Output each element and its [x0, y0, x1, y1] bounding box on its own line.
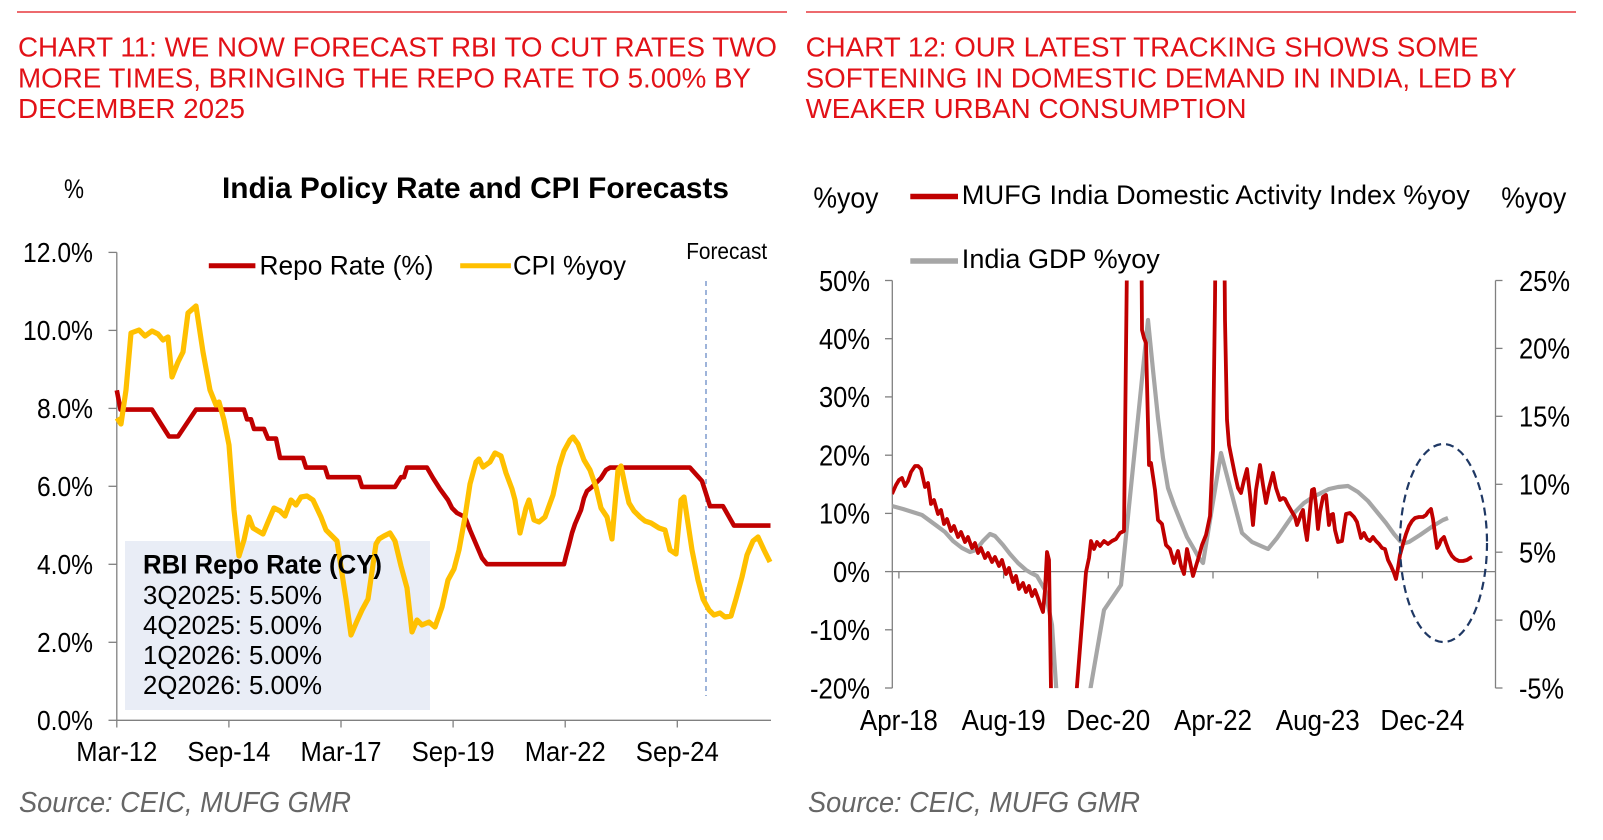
- svg-text:30%: 30%: [819, 382, 870, 414]
- svg-text:Aug-19: Aug-19: [962, 705, 1046, 737]
- svg-text:5%: 5%: [1519, 538, 1556, 570]
- svg-text:10.0%: 10.0%: [23, 315, 93, 346]
- svg-text:Sep-24: Sep-24: [636, 736, 719, 767]
- svg-text:Sep-19: Sep-19: [412, 736, 495, 767]
- svg-text:Dec-24: Dec-24: [1380, 705, 1464, 737]
- svg-text:WEAKER URBAN CONSUMPTION: WEAKER URBAN CONSUMPTION: [806, 93, 1247, 124]
- svg-text:Aug-23: Aug-23: [1276, 705, 1360, 737]
- svg-text:SOFTENING IN DOMESTIC DEMAND I: SOFTENING IN DOMESTIC DEMAND IN INDIA, L…: [806, 62, 1517, 93]
- svg-text:DECEMBER 2025: DECEMBER 2025: [18, 93, 245, 124]
- svg-text:%: %: [64, 174, 84, 204]
- svg-text:20%: 20%: [819, 441, 870, 473]
- svg-text:25%: 25%: [1519, 266, 1570, 298]
- svg-text:Source: CEIC, MUFG GMR: Source: CEIC, MUFG GMR: [808, 787, 1140, 819]
- svg-text:RBI Repo Rate (CY): RBI Repo Rate (CY): [143, 550, 382, 580]
- svg-text:1Q2026: 5.00%: 1Q2026: 5.00%: [143, 640, 322, 670]
- svg-text:Apr-22: Apr-22: [1174, 705, 1252, 737]
- svg-text:CHART 12: OUR LATEST TRACKING: CHART 12: OUR LATEST TRACKING SHOWS SOME: [806, 32, 1479, 63]
- svg-text:-20%: -20%: [810, 673, 870, 705]
- svg-text:Apr-18: Apr-18: [860, 705, 938, 737]
- svg-text:0%: 0%: [1519, 605, 1556, 637]
- svg-text:20%: 20%: [1519, 334, 1570, 366]
- svg-text:CHART 11: WE NOW FORECAST RBI: CHART 11: WE NOW FORECAST RBI TO CUT RAT…: [18, 32, 777, 63]
- svg-text:3Q2025: 5.50%: 3Q2025: 5.50%: [143, 580, 322, 610]
- svg-text:Dec-20: Dec-20: [1066, 705, 1150, 737]
- svg-text:Mar-17: Mar-17: [301, 736, 382, 767]
- svg-text:India Policy Rate and CPI Fore: India Policy Rate and CPI Forecasts: [222, 172, 729, 205]
- svg-text:40%: 40%: [819, 324, 870, 356]
- svg-text:0.0%: 0.0%: [37, 705, 93, 736]
- svg-text:12.0%: 12.0%: [23, 237, 93, 268]
- svg-text:Repo Rate (%): Repo Rate (%): [260, 251, 434, 281]
- svg-text:Mar-12: Mar-12: [76, 736, 157, 767]
- svg-text:2Q2026: 5.00%: 2Q2026: 5.00%: [143, 670, 322, 700]
- svg-text:50%: 50%: [819, 266, 870, 298]
- svg-text:MUFG India Domestic Activity I: MUFG India Domestic Activity Index %yoy: [962, 180, 1471, 210]
- svg-text:4.0%: 4.0%: [37, 549, 93, 580]
- svg-text:India GDP %yoy: India GDP %yoy: [962, 244, 1160, 274]
- svg-text:CPI %yoy: CPI %yoy: [513, 251, 626, 281]
- svg-text:8.0%: 8.0%: [37, 393, 93, 424]
- svg-text:MORE TIMES, BRINGING THE REPO: MORE TIMES, BRINGING THE REPO RATE TO 5.…: [18, 62, 751, 93]
- svg-text:-10%: -10%: [810, 615, 870, 647]
- svg-text:6.0%: 6.0%: [37, 471, 93, 502]
- svg-text:%yoy: %yoy: [1501, 182, 1566, 214]
- svg-text:0%: 0%: [833, 557, 870, 589]
- svg-text:Source: CEIC, MUFG GMR: Source: CEIC, MUFG GMR: [19, 787, 351, 819]
- svg-text:2.0%: 2.0%: [37, 627, 93, 658]
- svg-text:Sep-14: Sep-14: [187, 736, 270, 767]
- svg-text:10%: 10%: [819, 499, 870, 531]
- svg-text:10%: 10%: [1519, 470, 1570, 502]
- svg-text:15%: 15%: [1519, 402, 1570, 434]
- svg-text:%yoy: %yoy: [813, 182, 878, 214]
- svg-text:Mar-22: Mar-22: [525, 736, 606, 767]
- svg-text:Forecast: Forecast: [686, 238, 768, 264]
- svg-text:4Q2025: 5.00%: 4Q2025: 5.00%: [143, 610, 322, 640]
- svg-text:-5%: -5%: [1519, 673, 1564, 705]
